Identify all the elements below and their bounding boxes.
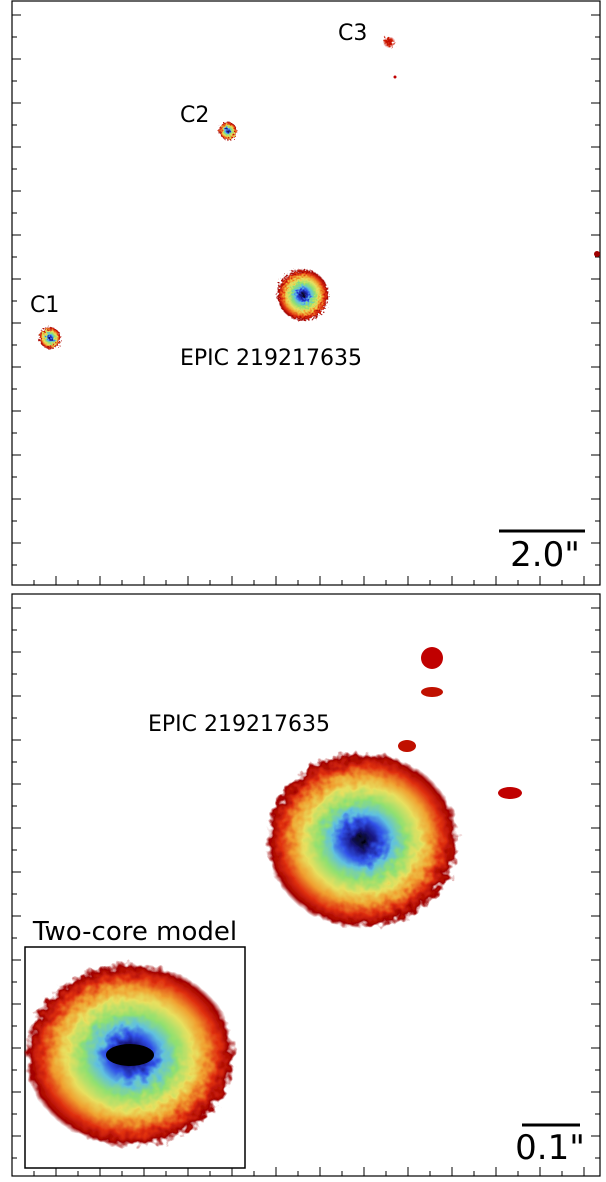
scale-bar-label: 2.0" — [510, 535, 580, 575]
zoom-panel: EPIC 219217635 Two-core model 0.1" — [11, 593, 601, 1177]
star-label: C1 — [30, 293, 59, 318]
inset-title: Two-core model — [32, 917, 237, 947]
target-label: EPIC 219217635 — [148, 712, 330, 737]
star-label: C2 — [180, 103, 209, 128]
scale-bar-label: 0.1" — [515, 1128, 585, 1168]
star-label: C3 — [338, 21, 367, 46]
target-label: EPIC 219217635 — [180, 346, 362, 371]
wide-field-panel: C1 C2 C3 EPIC 219217635 2.0" — [11, 0, 601, 586]
